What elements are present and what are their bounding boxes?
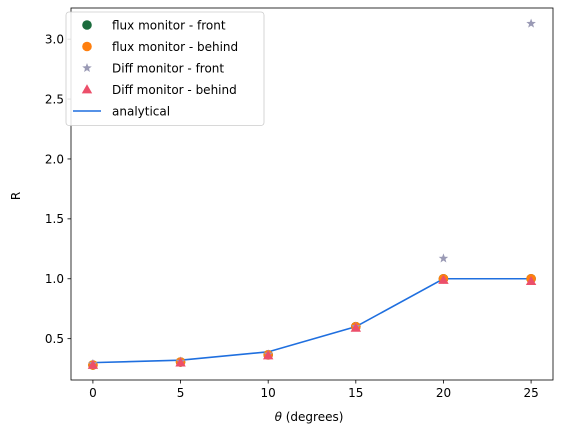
legend-label: flux monitor - front	[112, 18, 226, 32]
data-point-s3-0	[87, 359, 99, 369]
legend-box	[65, 11, 265, 126]
y-tick-label: 1.5	[45, 212, 64, 226]
x-tick-label: 10	[261, 386, 276, 400]
y-tick-label: 2.5	[45, 92, 64, 106]
x-tick-label: 15	[348, 386, 363, 400]
x-tick-label: 0	[89, 386, 97, 400]
x-axis-label: θ (degrees)	[275, 410, 344, 424]
data-point-s3-4	[438, 274, 449, 284]
data-point-s2-5	[526, 18, 536, 28]
legend-swatch	[81, 84, 93, 94]
x-tick-label: 20	[436, 386, 451, 400]
x-tick-label: 25	[523, 386, 538, 400]
data-point-s3-1	[175, 357, 186, 367]
y-tick-label: 0.5	[45, 332, 64, 346]
legend-label: Diff monitor - behind	[112, 83, 237, 97]
data-point-s3-5	[525, 275, 537, 286]
x-tick-label: 5	[177, 386, 185, 400]
y-tick-label: 3.0	[45, 32, 64, 46]
axes-frame	[70, 7, 554, 381]
plot-area	[87, 18, 537, 370]
legend-label: analytical	[112, 104, 170, 118]
legend-label: Diff monitor - front	[112, 61, 224, 75]
legend-swatch	[82, 41, 92, 52]
data-point-s3-3	[350, 322, 362, 332]
legend: flux monitor - front flux monitor - behin…	[65, 11, 265, 126]
data-point-s3-2	[262, 350, 274, 360]
y-tick-label: 1.0	[45, 272, 64, 286]
legend-swatch	[82, 20, 92, 30]
data-point-s2-4	[438, 253, 449, 263]
legend-label: flux monitor - behind	[112, 40, 238, 54]
analytical-line	[92, 277, 532, 364]
ticks: 0 5 10 15 20 25 0.5 1.0 1.5 2.0 2.5 3.0	[45, 7, 554, 400]
y-axis-label: R	[9, 192, 23, 200]
y-tick-label: 2.0	[45, 152, 64, 166]
legend-swatch	[82, 63, 92, 73]
